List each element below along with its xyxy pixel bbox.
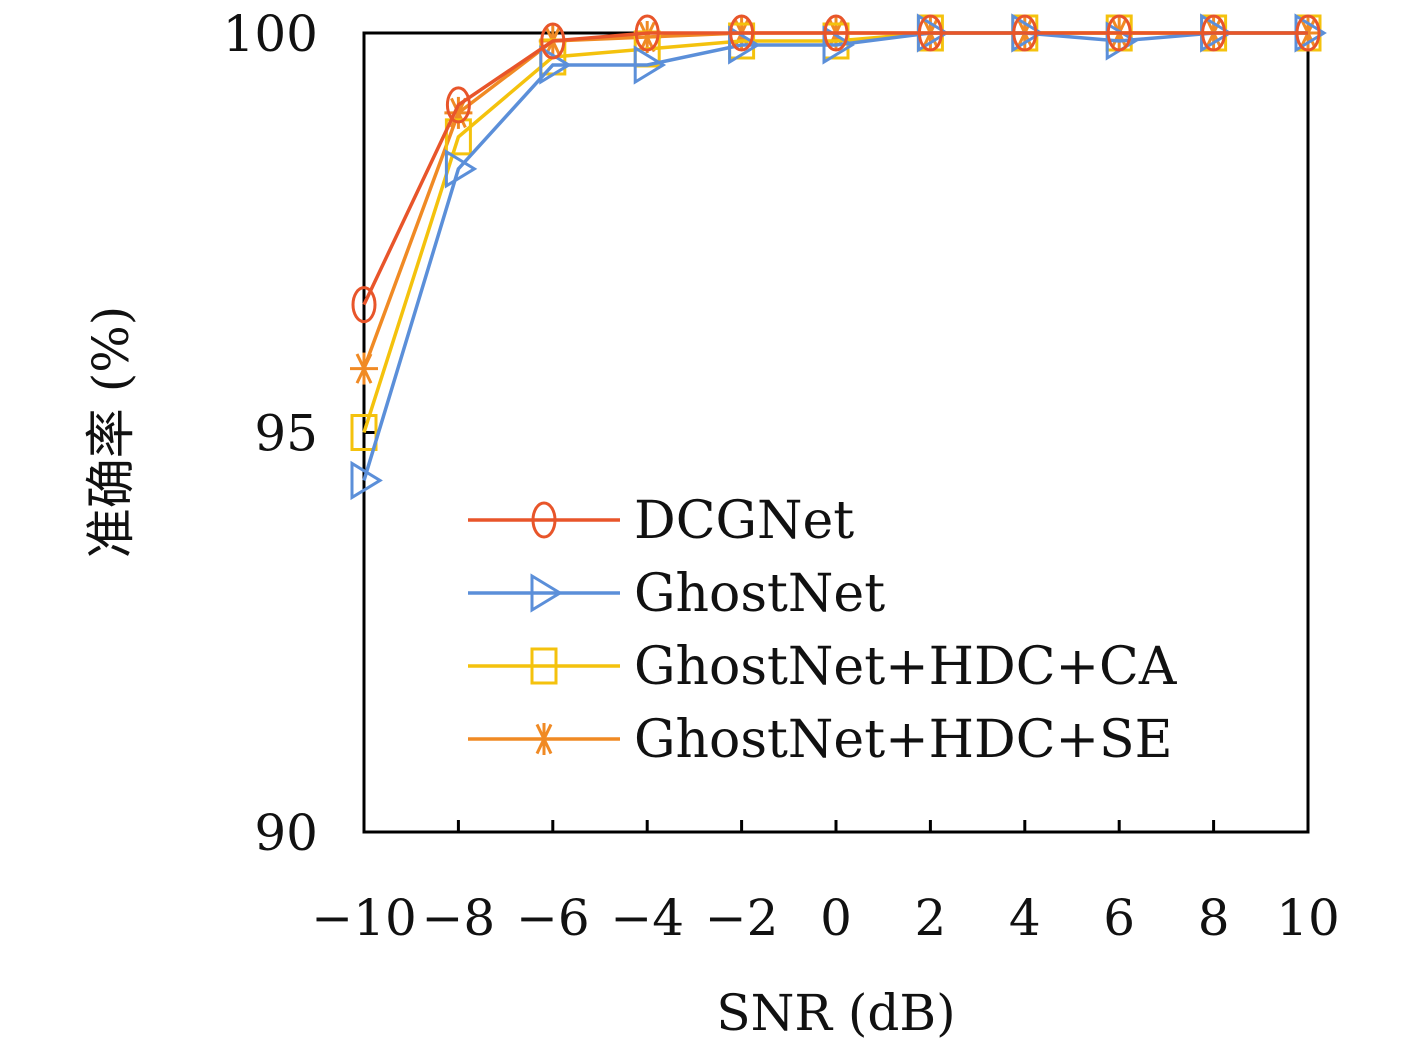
y-tick-label: 100 [223,5,318,63]
y-axis: 90 95 100 [223,5,376,862]
x-tick-label: −8 [422,889,496,947]
data-point-circle [1201,14,1227,52]
data-point-circle [445,86,471,124]
x-tick-label: 4 [1009,889,1041,947]
data-point-triangle [530,573,563,613]
y-tick-label: 90 [254,804,318,862]
x-tick-label: 0 [820,889,852,947]
data-point-circle [917,14,943,52]
data-point-star [530,723,558,755]
series-ghostnet [350,13,1327,501]
series-dcgnet [351,14,1321,324]
data-point-circle [634,14,660,52]
data-point-triangle [728,25,761,65]
series-line [362,31,1308,370]
x-tick-label: −2 [705,889,779,947]
data-point-star [350,352,378,385]
legend-item: GhostNet [468,564,885,624]
x-tick-label: −6 [516,889,590,947]
legend-label: GhostNet+HDC+CA [634,637,1178,697]
data-point-circle [351,286,377,324]
data-point-circle [823,14,849,52]
series-layer [350,13,1327,501]
legend-label: GhostNet [634,564,885,624]
data-point-square [530,647,558,685]
data-point-triangle [822,25,855,65]
series-line [362,31,1308,481]
data-point-circle [729,14,755,52]
series-ghostnet-hdc-ca [350,14,1322,451]
x-tick-label: 6 [1103,889,1135,947]
series-ghostnet-hdc-se [350,17,1322,385]
data-point-triangle [444,149,478,189]
legend-label: DCGNet [634,491,854,551]
x-tick-label: −4 [610,889,684,947]
x-tick-label: 2 [914,889,946,947]
legend-item: GhostNet+HDC+CA [468,637,1178,697]
data-point-triangle [633,45,667,85]
legend-item: DCGNet [468,491,854,551]
legend: DCGNet GhostNet GhostNet+HDC+CA GhostNet+HD… [468,491,1178,770]
legend-item: GhostNet+HDC+SE [468,710,1173,770]
data-point-circle [1106,14,1132,52]
y-axis-title: 准确率 (%) [82,306,140,558]
series-line [362,31,1308,434]
y-tick-label: 95 [254,405,318,463]
x-axis: −10 −8 −6 −4 −2 0 2 4 6 8 10 [311,820,1340,947]
data-point-circle [531,501,557,539]
data-point-circle [1012,14,1038,52]
x-tick-label: 10 [1276,889,1340,947]
legend-label: GhostNet+HDC+SE [634,710,1173,770]
x-tick-label: 8 [1198,889,1230,947]
data-point-circle [540,22,566,60]
data-point-circle [1295,14,1321,52]
x-tick-label: −10 [311,889,417,947]
data-point-triangle [350,460,383,501]
data-point-square [444,118,472,156]
x-axis-title: SNR (dB) [716,984,955,1042]
data-point-square [350,414,378,451]
series-line [362,31,1308,306]
